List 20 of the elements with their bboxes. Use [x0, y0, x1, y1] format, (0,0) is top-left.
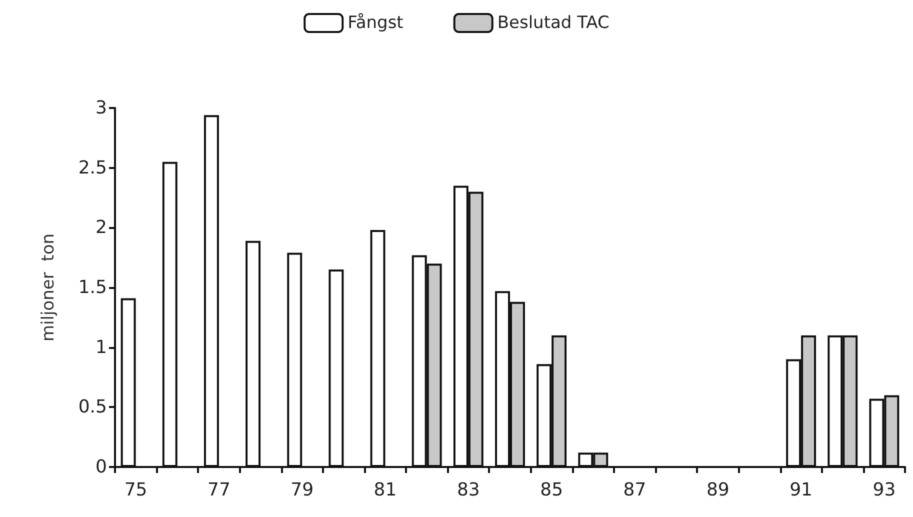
x-tick-label: 75	[124, 480, 148, 500]
x-tick-label: 89	[706, 480, 730, 500]
y-tick-label: 0	[96, 456, 107, 478]
legend-label: Fångst	[348, 13, 404, 33]
x-tick-label: 93	[872, 480, 896, 500]
x-tick-label: 85	[540, 480, 564, 500]
x-tick-label: 91	[790, 480, 813, 500]
y-tick-label: 1.5	[78, 277, 107, 298]
x-tick-label: 83	[456, 480, 480, 500]
y-tick-label: 0.5	[78, 396, 107, 418]
x-tick-label: 79	[290, 480, 314, 500]
x-tick-label: 87	[623, 480, 646, 500]
x-tick-label: 77	[207, 480, 230, 500]
y-tick-label: 1	[96, 336, 107, 358]
y-tick-label: 2.5	[78, 157, 107, 178]
y-axis-title: miljoner ton	[38, 233, 58, 342]
y-tick-label: 3	[96, 98, 107, 118]
legend-label: Beslutad TAC	[497, 13, 610, 33]
x-tick-label: 81	[374, 480, 397, 500]
y-tick-label: 2	[96, 217, 107, 238]
